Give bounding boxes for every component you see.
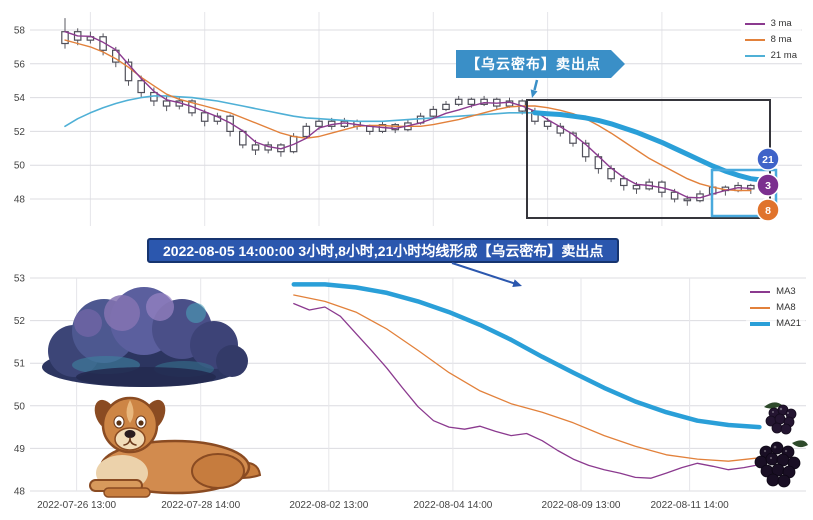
svg-text:2022-08-11 14:00: 2022-08-11 14:00	[650, 500, 729, 511]
ma21-line-swatch	[744, 54, 765, 57]
legend-item-ma3: MA3	[750, 286, 801, 297]
svg-text:53: 53	[14, 274, 26, 285]
svg-text:52: 52	[14, 316, 26, 327]
dark-cloud-sell-point-callout: 【乌云密布】卖出点	[456, 50, 625, 78]
legend-label-ma21: MA21	[776, 318, 801, 329]
legend-item-ma21: 21 ma	[744, 50, 797, 61]
top-candlestick-chart: 48 50 52 54 56 58 21 3 8	[14, 12, 802, 226]
svg-text:50: 50	[14, 401, 26, 412]
svg-text:52: 52	[14, 127, 26, 138]
svg-text:3: 3	[765, 180, 771, 192]
legend-label-ma21: 21 ma	[770, 50, 797, 61]
svg-text:50: 50	[14, 161, 26, 172]
svg-text:54: 54	[14, 93, 26, 104]
svg-text:56: 56	[14, 59, 26, 70]
legend-label-ma3: MA3	[776, 286, 796, 297]
top-chart-legend: 3 ma 8 ma 21 ma	[740, 16, 801, 63]
svg-text:48: 48	[14, 195, 26, 206]
legend-label-ma3: 3 ma	[770, 18, 792, 29]
svg-text:58: 58	[14, 26, 26, 37]
svg-text:2022-08-02 13:00: 2022-08-02 13:00	[289, 500, 368, 511]
legend-item-ma3: 3 ma	[744, 18, 797, 29]
legend-item-ma8: MA8	[750, 302, 801, 313]
signal-banner: 2022-08-05 14:00:00 3小时,8小时,21小时均线形成【乌云密…	[147, 238, 620, 263]
legend-item-ma21: MA21	[750, 318, 801, 329]
svg-text:2022-07-28 14:00: 2022-07-28 14:00	[161, 500, 240, 511]
ma3-line-swatch	[744, 22, 765, 25]
ma8-line-swatch	[744, 38, 765, 41]
svg-text:2022-08-09 13:00: 2022-08-09 13:00	[542, 500, 621, 511]
svg-text:48: 48	[14, 487, 26, 498]
svg-text:21: 21	[762, 154, 774, 166]
legend-label-ma8: 8 ma	[770, 34, 792, 45]
legend-label-ma8: MA8	[776, 302, 796, 313]
svg-text:2022-07-26 13:00: 2022-07-26 13:00	[37, 500, 116, 511]
ma21-line-swatch	[750, 321, 771, 326]
ma3-line-swatch	[750, 290, 771, 293]
svg-text:51: 51	[14, 359, 26, 370]
ma8-line-swatch	[750, 306, 771, 309]
legend-item-ma8: 8 ma	[744, 34, 797, 45]
svg-text:8: 8	[765, 205, 771, 217]
svg-text:2022-08-04 14:00: 2022-08-04 14:00	[413, 500, 492, 511]
bottom-chart-legend: MA3 MA8 MA21	[746, 284, 805, 331]
dark-cloud-illustration	[42, 287, 248, 387]
svg-text:49: 49	[14, 444, 26, 455]
blackberries-illustration	[754, 402, 808, 488]
dog-illustration	[89, 396, 262, 498]
